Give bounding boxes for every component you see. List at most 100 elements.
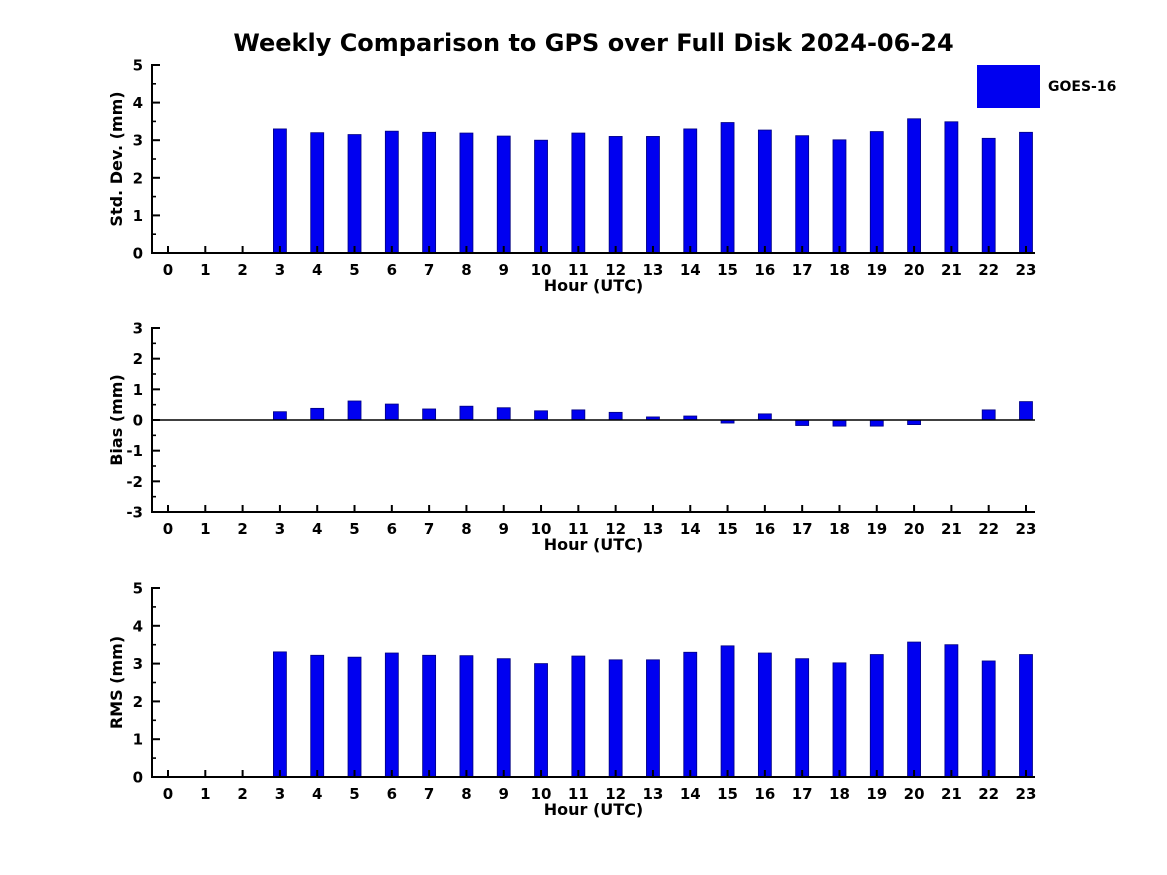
bar-hour-15 — [720, 122, 735, 254]
x-tick-label: 14 — [680, 261, 701, 279]
y-tick-label: 0 — [133, 245, 143, 263]
bar-hour-22 — [981, 137, 996, 254]
x-tick-label: 13 — [643, 785, 664, 803]
bar-hour-14 — [683, 128, 698, 254]
x-tick-label: 17 — [792, 785, 813, 803]
bar-hour-11 — [571, 655, 586, 778]
bar-hour-18 — [832, 139, 847, 254]
y-axis-title: Bias (mm) — [107, 374, 126, 466]
x-tick-label: 4 — [312, 261, 322, 279]
bar-hour-7 — [422, 131, 437, 254]
x-tick-label: 12 — [605, 520, 626, 538]
x-tick-label: 0 — [163, 261, 173, 279]
x-tick-label: 18 — [829, 785, 850, 803]
bar-hour-15 — [720, 645, 735, 778]
bar-hour-6 — [384, 652, 399, 778]
legend: GOES-16 — [977, 65, 1116, 108]
x-tick-label: 18 — [829, 520, 850, 538]
bar-hour-14 — [683, 651, 698, 778]
x-tick-label: 22 — [978, 785, 999, 803]
bar-hour-3 — [273, 128, 287, 254]
bar-hour-8 — [459, 132, 474, 254]
x-tick-label: 5 — [349, 785, 359, 803]
x-tick-label: 22 — [978, 261, 999, 279]
bar-hour-6 — [384, 130, 399, 254]
y-tick-label: 3 — [133, 655, 143, 673]
y-tick-label: -2 — [126, 473, 143, 491]
x-tick-label: 2 — [237, 261, 247, 279]
x-tick-label: 15 — [717, 520, 738, 538]
bar-hour-16 — [757, 652, 772, 778]
x-tick-label: 20 — [904, 261, 925, 279]
bar-hour-12 — [608, 659, 623, 778]
x-tick-label: 2 — [237, 785, 247, 803]
bar-hour-9 — [496, 135, 511, 254]
x-tick-label: 13 — [643, 520, 664, 538]
x-tick-label: 3 — [275, 261, 285, 279]
bar-hour-5 — [347, 134, 362, 254]
bar-hour-16 — [757, 129, 772, 254]
y-tick-label: -3 — [126, 504, 143, 522]
x-tick-label: 19 — [866, 520, 887, 538]
bar-hour-23 — [1019, 654, 1033, 778]
x-axis-title: Hour (UTC) — [544, 535, 644, 554]
x-tick-label: 15 — [717, 785, 738, 803]
x-tick-label: 6 — [387, 785, 397, 803]
x-tick-label: 0 — [163, 785, 173, 803]
bar-hour-12 — [608, 136, 623, 254]
y-tick-label: 2 — [133, 169, 143, 187]
bar-hour-22 — [981, 660, 996, 778]
x-tick-label: 20 — [904, 520, 925, 538]
x-tick-label: 23 — [1016, 520, 1037, 538]
x-tick-label: 17 — [792, 261, 813, 279]
legend-swatch-goes16 — [977, 65, 1040, 108]
x-tick-label: 19 — [866, 261, 887, 279]
bar-hour-3 — [273, 411, 287, 421]
x-tick-label: 4 — [312, 520, 322, 538]
y-tick-label: 0 — [133, 412, 143, 430]
y-tick-label: 0 — [133, 769, 143, 787]
y-tick-label: 4 — [133, 617, 143, 635]
x-tick-label: 1 — [200, 261, 210, 279]
y-tick-label: 5 — [133, 57, 143, 75]
bar-hour-11 — [571, 132, 586, 254]
bar-hour-7 — [422, 654, 437, 778]
x-tick-label: 5 — [349, 261, 359, 279]
bar-hour-7 — [422, 408, 437, 421]
bar-hour-22 — [981, 409, 996, 421]
bar-hour-4 — [310, 407, 325, 421]
bar-hour-17 — [795, 658, 810, 778]
x-tick-label: 16 — [754, 261, 775, 279]
y-tick-label: 1 — [133, 207, 143, 225]
bar-hour-18 — [832, 419, 847, 427]
y-tick-label: 3 — [133, 320, 143, 338]
x-tick-label: 3 — [275, 785, 285, 803]
bar-hour-23 — [1019, 401, 1033, 421]
x-axis-title: Hour (UTC) — [544, 800, 644, 819]
x-tick-label: 12 — [605, 261, 626, 279]
x-tick-label: 8 — [461, 785, 471, 803]
bar-hour-17 — [795, 419, 810, 426]
y-tick-label: 2 — [133, 693, 143, 711]
x-tick-label: 7 — [424, 785, 434, 803]
bar-hour-23 — [1019, 131, 1033, 254]
y-tick-label: 1 — [133, 381, 143, 399]
x-tick-label: 8 — [461, 261, 471, 279]
bar-hour-8 — [459, 655, 474, 778]
x-tick-label: 22 — [978, 520, 999, 538]
x-tick-label: 11 — [568, 261, 589, 279]
bar-hour-13 — [646, 659, 660, 778]
bar-hour-9 — [496, 658, 511, 778]
x-tick-label: 7 — [424, 520, 434, 538]
bar-hour-4 — [310, 654, 325, 778]
x-tick-label: 3 — [275, 520, 285, 538]
x-tick-label: 21 — [941, 520, 962, 538]
x-tick-label: 17 — [792, 520, 813, 538]
x-tick-label: 10 — [531, 785, 552, 803]
bar-hour-18 — [832, 662, 847, 778]
x-tick-label: 6 — [387, 520, 397, 538]
bar-hour-21 — [944, 121, 959, 254]
x-tick-label: 15 — [717, 261, 738, 279]
